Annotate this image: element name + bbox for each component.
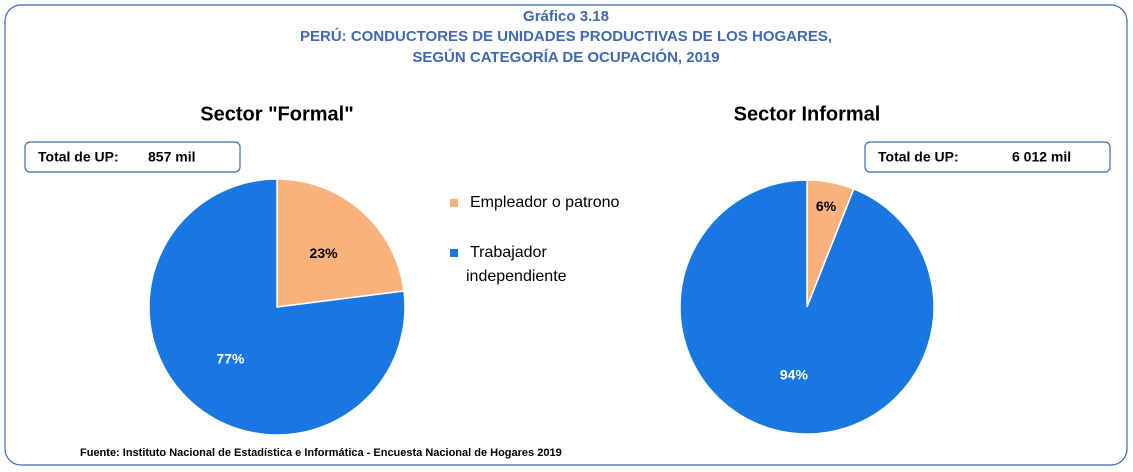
pie-title: Sector Informal [734,103,881,125]
total-value: 6 012 mil [1012,149,1071,165]
pie-slice [679,179,935,435]
legend-label: Trabajador independiente [466,244,567,285]
total-label: Total de UP: [38,149,119,165]
data-label: 94% [780,366,809,382]
total-box [864,141,1111,173]
pie-slice [148,178,406,436]
legend-label: Empleador o patrono [470,194,620,211]
chart-title: PERÚ: CONDUCTORES DE UNIDADES PRODUCTIVA… [300,27,832,45]
data-label: 6% [816,198,837,214]
pie-title: Sector "Formal" [200,103,353,125]
chart-title: Gráfico 3.18 [523,8,609,25]
total-box [24,141,241,173]
pie-slice [276,178,405,308]
total-label: Total de UP: [878,149,959,165]
data-label: 77% [216,351,245,367]
chart-title: SEGÚN CATEGORÍA DE OCUPACIÓN, 2019 [412,48,719,66]
legend-swatch [450,249,458,257]
legend-swatch [450,199,458,207]
data-label: 23% [310,245,339,261]
total-value: 857 mil [148,149,195,165]
source-note: Fuente: Instituto Nacional de Estadístic… [80,447,562,459]
